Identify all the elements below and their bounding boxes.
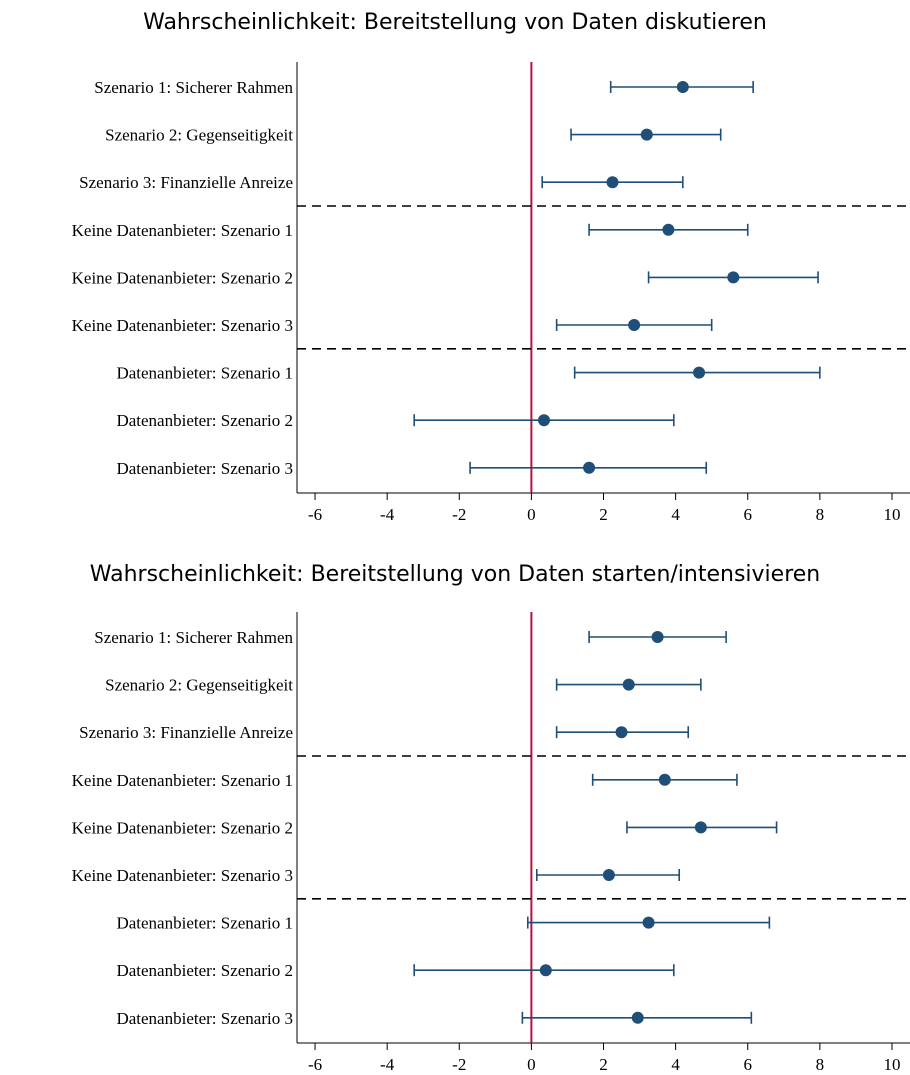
x-tick-label: 2 [599,1055,608,1074]
category-label: Keine Datenanbieter: Szenario 3 [72,316,293,335]
coefficient-plot-2: -6 -4 -2 0 2 4 6 8 10 Szenario 1: Sicherer Rahmen… [72,612,910,1074]
category-label: Datenanbieter: Szenario 1 [116,914,293,933]
estimate-point [583,461,596,474]
category-label: Keine Datenanbieter: Szenario 3 [72,866,293,885]
x-tick-label: 4 [671,1055,680,1074]
chart-title: Wahrscheinlichkeit: Bereitstellung von D… [89,562,821,587]
estimate-point [538,414,551,427]
estimate-point [642,916,655,929]
x-tick-label: 6 [743,505,752,524]
x-tick-label: -2 [452,505,466,524]
x-tick-label: 10 [883,505,900,524]
category-label: Szenario 3: Finanzielle Anreize [79,723,293,742]
category-label: Szenario 2: Gegenseitigkeit [105,676,293,695]
estimate-point [631,1011,644,1024]
category-label: Szenario 1: Sicherer Rahmen [94,78,293,97]
x-tick-label: -6 [308,505,322,524]
category-label: Keine Datenanbieter: Szenario 1 [72,221,293,240]
estimate-point [622,678,635,691]
estimate-point [658,773,671,786]
x-tick-label: 0 [527,505,536,524]
estimate-point [651,631,664,643]
category-label: Datenanbieter: Szenario 3 [116,1009,293,1028]
x-tick-label: 4 [671,505,680,524]
category-label: Keine Datenanbieter: Szenario 1 [72,771,293,790]
category-label: Szenario 3: Finanzielle Anreize [79,173,293,192]
estimate-point [662,223,675,236]
estimate-point [539,964,552,977]
x-tick-label: 6 [743,1055,752,1074]
x-tick-label: -4 [380,1055,395,1074]
category-label: Datenanbieter: Szenario 2 [116,961,293,980]
estimate-point [694,821,707,834]
x-tick-label: 2 [599,505,608,524]
estimate-point [606,176,619,189]
category-label: Keine Datenanbieter: Szenario 2 [72,818,293,837]
estimate-point [615,726,628,739]
chart-panel-1: Wahrscheinlichkeit: Bereitstellung von D… [72,10,910,524]
estimate-point [693,366,706,379]
estimate-point [602,869,615,881]
x-tick-label: 8 [816,1055,825,1074]
coefficient-plot-1: -6 -4 -2 0 2 4 6 8 10 Szenario 1: Sicherer Rahmen… [72,62,910,524]
x-tick-label: -4 [380,505,395,524]
x-tick-label: -6 [308,1055,322,1074]
chart-panel-2: Wahrscheinlichkeit: Bereitstellung von D… [0,545,910,1075]
x-tick-label: 10 [883,1055,900,1074]
category-label: Datenanbieter: Szenario 1 [116,364,293,383]
estimate-point [640,128,653,141]
category-label: Datenanbieter: Szenario 3 [116,459,293,478]
estimate-point [676,81,689,93]
category-label: Keine Datenanbieter: Szenario 2 [72,268,293,287]
x-tick-label: -2 [452,1055,466,1074]
category-label: Szenario 2: Gegenseitigkeit [105,126,293,145]
estimate-point [727,271,740,284]
category-label: Datenanbieter: Szenario 2 [116,411,293,430]
estimate-point [628,319,641,331]
chart-title: Wahrscheinlichkeit: Bereitstellung von D… [143,10,767,35]
x-tick-label: 8 [816,505,825,524]
category-label: Szenario 1: Sicherer Rahmen [94,628,293,647]
x-tick-label: 0 [527,1055,536,1074]
